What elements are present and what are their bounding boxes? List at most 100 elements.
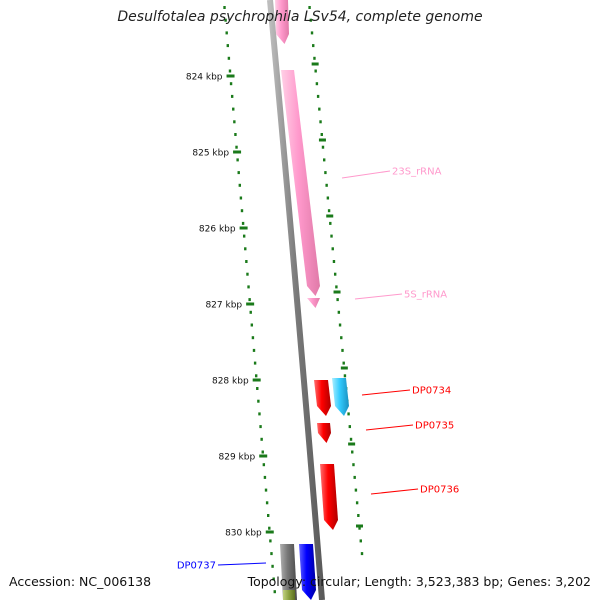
outer-ring-tick: [342, 361, 345, 365]
outer-ring-tick: [358, 526, 361, 530]
inner-ring-tick: [263, 475, 267, 479]
scale-major-tick: [233, 150, 242, 154]
inner-ring-tick: [234, 133, 237, 136]
genes-value: 3,202: [555, 574, 591, 589]
feature-label-dp0734: DP0734: [412, 386, 451, 397]
accession-value: NC_006138: [79, 574, 152, 589]
inner-ring-tick: [273, 590, 276, 594]
outer-ring-tick: [315, 82, 319, 86]
leader-line-dp0734: [361, 389, 411, 396]
feature-cyan-gene: [332, 378, 349, 416]
outer-ring-tick: [332, 260, 336, 263]
outer-major-tick: [311, 62, 319, 66]
inner-ring-tick: [246, 272, 249, 276]
scale-major-tick: [226, 74, 235, 78]
outer-ring-tick: [325, 183, 328, 187]
inner-ring-tick: [259, 425, 262, 429]
scale-major-tick: [246, 302, 255, 306]
accession-label: Accession:: [9, 574, 76, 589]
outer-ring-tick: [352, 463, 355, 467]
inner-ring-tick: [272, 577, 275, 581]
feature-label-dp0736: DP0736: [420, 485, 459, 496]
feature-23S_rRNA: [281, 70, 320, 296]
outer-ring-tick: [309, 18, 312, 22]
leader-line-dp0735: [365, 424, 414, 431]
scale-label: 824 kbp: [186, 73, 223, 83]
scale-label: 827 kbp: [205, 301, 242, 311]
outer-ring-tick: [354, 488, 358, 492]
outer-major-tick: [326, 214, 334, 218]
outer-ring-tick: [331, 247, 334, 251]
accession-info: Accession: NC_006138: [9, 574, 151, 589]
inner-ring-tick: [257, 399, 260, 403]
feature-gray-gene: [280, 544, 297, 600]
inner-ring-tick: [226, 44, 229, 48]
outer-ring-tick: [327, 209, 331, 213]
leader-line-23s_rrna: [341, 170, 391, 179]
inner-ring-tick: [230, 94, 234, 98]
outer-ring-tick: [337, 310, 341, 314]
outer-ring-tick: [323, 158, 326, 162]
inner-ring-tick: [240, 209, 244, 213]
inner-ring-tick: [251, 336, 255, 340]
inner-ring-tick: [232, 107, 235, 111]
genome-stats: Topology: circular; Length: 3,523,383 bp…: [248, 574, 591, 589]
inner-ring-tick: [253, 361, 257, 365]
leader-line-dp0737: [217, 562, 267, 566]
inner-ring-tick: [250, 323, 254, 327]
outer-ring-tick: [336, 298, 339, 302]
inner-ring-tick: [269, 539, 272, 543]
outer-ring-tick: [347, 412, 350, 416]
outer-ring-tick: [341, 348, 344, 352]
inner-ring-tick: [225, 31, 228, 35]
inner-ring-tick: [241, 221, 245, 225]
outer-ring-tick: [335, 285, 338, 289]
leader-line-5s_rrna: [354, 293, 403, 300]
outer-ring-tick: [338, 323, 342, 327]
inner-ring-tick: [235, 145, 238, 149]
outer-major-tick: [355, 524, 363, 528]
outer-ring-tick: [349, 437, 353, 441]
scale-label: 829 kbp: [219, 453, 256, 463]
feature-olive-gene: [283, 590, 295, 600]
inner-ring-tick: [264, 488, 268, 492]
scale-label: 828 kbp: [212, 377, 249, 387]
topology-value: circular;: [310, 574, 361, 589]
outer-ring-tick: [320, 133, 323, 136]
inner-ring-tick: [244, 247, 247, 251]
topology-label: Topology:: [247, 574, 307, 589]
outer-ring-tick: [308, 6, 311, 9]
scale-major-tick: [239, 226, 248, 230]
inner-ring-tick: [248, 298, 251, 302]
inner-ring-tick: [236, 158, 239, 162]
outer-ring-tick: [329, 221, 332, 225]
scale-label: 825 kbp: [192, 149, 229, 159]
feature-DP0736: [320, 464, 338, 530]
inner-ring-tick: [270, 552, 273, 556]
genome-backbone: [267, 0, 325, 600]
length-value: 3,523,383 bp;: [415, 574, 504, 589]
outer-major-tick: [340, 366, 348, 370]
feature-label-5s_rrna: 5S_rRNA: [404, 290, 447, 301]
outer-ring-tick: [333, 272, 337, 276]
inner-ring-tick: [247, 285, 250, 289]
inner-ring-tick: [224, 18, 227, 22]
outer-major-tick: [348, 442, 356, 446]
outer-ring-tick: [313, 56, 316, 60]
outer-major-tick: [333, 290, 341, 294]
outer-ring-tick: [312, 44, 315, 48]
outer-ring-tick: [330, 234, 333, 238]
outer-ring-tick: [357, 514, 360, 517]
length-label: Length:: [364, 574, 412, 589]
scale-major-tick: [252, 378, 261, 382]
inner-ring-tick: [227, 56, 231, 60]
inner-ring-tick: [223, 6, 226, 9]
feature-label-dp0737: DP0737: [177, 561, 216, 572]
inner-ring-tick: [242, 234, 246, 238]
outer-ring-tick: [326, 196, 330, 200]
scale-label: 830 kbp: [225, 529, 262, 539]
outer-ring-tick: [319, 120, 322, 124]
scale-major-tick: [265, 530, 274, 534]
outer-ring-tick: [348, 425, 352, 429]
feature-DP0735: [317, 423, 331, 443]
